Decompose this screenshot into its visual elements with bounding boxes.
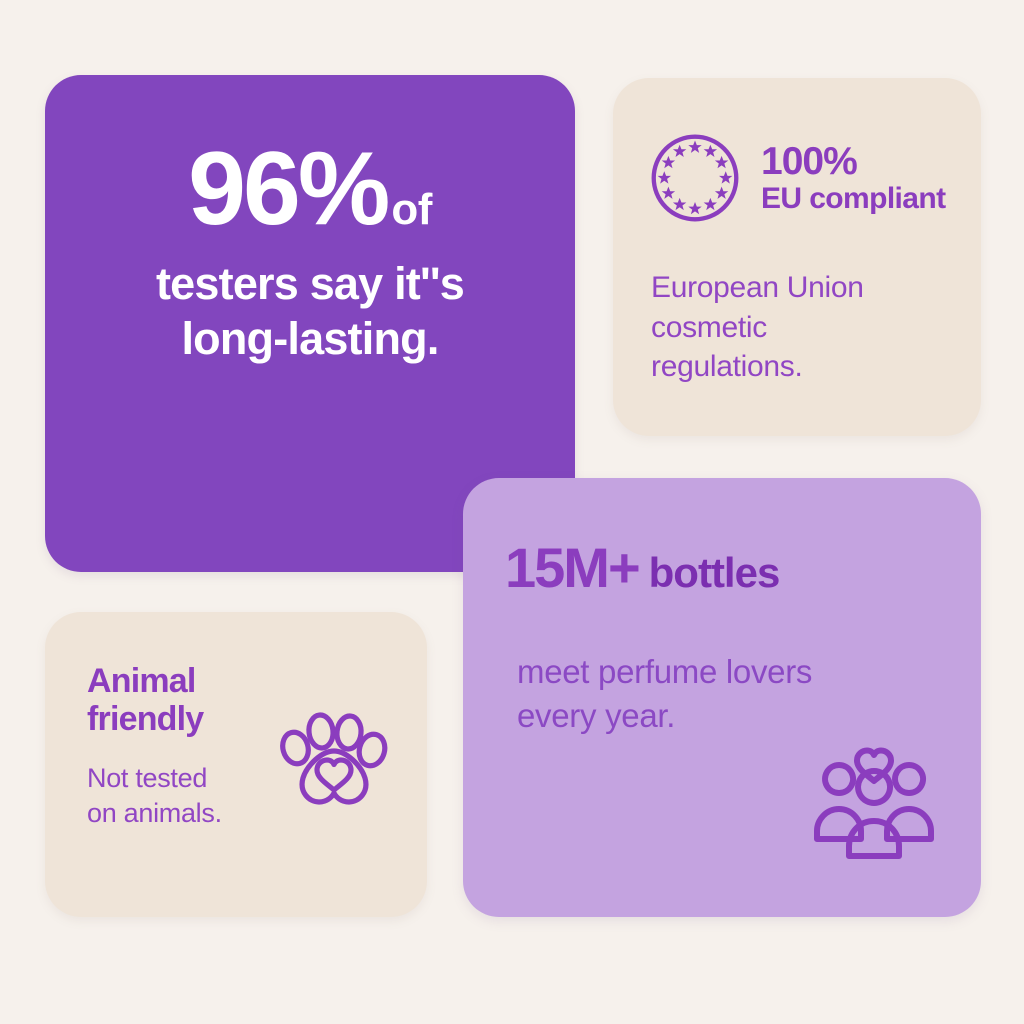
bottles-sold-card: 15M+ bottles meet perfume lovers every y… [463, 478, 981, 917]
stat-percentage-value: 96% [188, 131, 390, 247]
eu-compliance-label: EU compliant [761, 181, 946, 215]
stat-card-content: 96% of testers say it''s long-lasting. [45, 137, 575, 367]
eu-card-description: European Union cosmetic regulations. [651, 268, 959, 387]
bottles-card-description: meet perfume lovers every year. [517, 650, 951, 738]
eu-stars-circle-icon [647, 130, 743, 226]
eu-description-line-2: cosmetic [651, 310, 767, 344]
animal-card-description: Not tested on animals. [87, 761, 287, 831]
paw-heart-icon [273, 704, 391, 816]
bottles-description-line-1: meet perfume lovers [517, 653, 813, 690]
stat-subtitle: testers say it''s long-lasting. [67, 257, 553, 367]
stat-percentage-suffix: of [391, 185, 432, 234]
bottles-count-value: 15M+ [505, 536, 641, 599]
bottles-description-line-2: every year. [517, 696, 676, 734]
stat-subtitle-line-2: long-lasting. [181, 312, 439, 364]
eu-badge-text-group: 100% EU compliant [761, 139, 946, 216]
animal-card-content: Animal friendly Not tested on animals. [87, 662, 287, 831]
people-heart-icon [813, 747, 935, 875]
eu-compliance-card: 100% EU compliant European Union cosmeti… [613, 78, 981, 436]
eu-percentage-value: 100% [761, 139, 858, 183]
bottles-count-unit: bottles [648, 549, 781, 596]
stat-subtitle-line-1: testers say it''s [156, 258, 465, 309]
animal-description-line-1: Not tested [87, 762, 208, 793]
animal-card-title: Animal friendly [87, 662, 287, 739]
animal-description-line-2: on animals. [87, 797, 222, 828]
eu-card-header: 100% EU compliant [647, 130, 963, 226]
bottles-card-headline: 15M+ bottles [505, 540, 957, 596]
stat-card-long-lasting: 96% of testers say it''s long-lasting. [45, 75, 575, 572]
eu-description-line-3: regulations. [651, 350, 803, 384]
stat-headline: 96% of [67, 137, 553, 241]
eu-description-line-1: European Union [651, 271, 864, 304]
animal-title-line-1: Animal [87, 662, 196, 700]
animal-title-line-2: friendly [87, 700, 204, 739]
animal-friendly-card: Animal friendly Not tested on animals. [45, 612, 427, 917]
